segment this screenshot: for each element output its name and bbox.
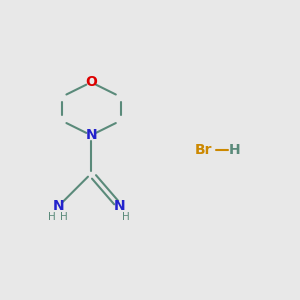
Text: H: H (229, 143, 241, 157)
Text: H: H (122, 212, 129, 222)
Text: N: N (53, 199, 64, 213)
Text: N: N (113, 199, 125, 213)
Text: H: H (60, 212, 68, 222)
Text: O: O (85, 75, 97, 89)
Text: H: H (48, 212, 56, 222)
Text: Br: Br (194, 143, 212, 157)
Text: N: N (85, 128, 97, 142)
